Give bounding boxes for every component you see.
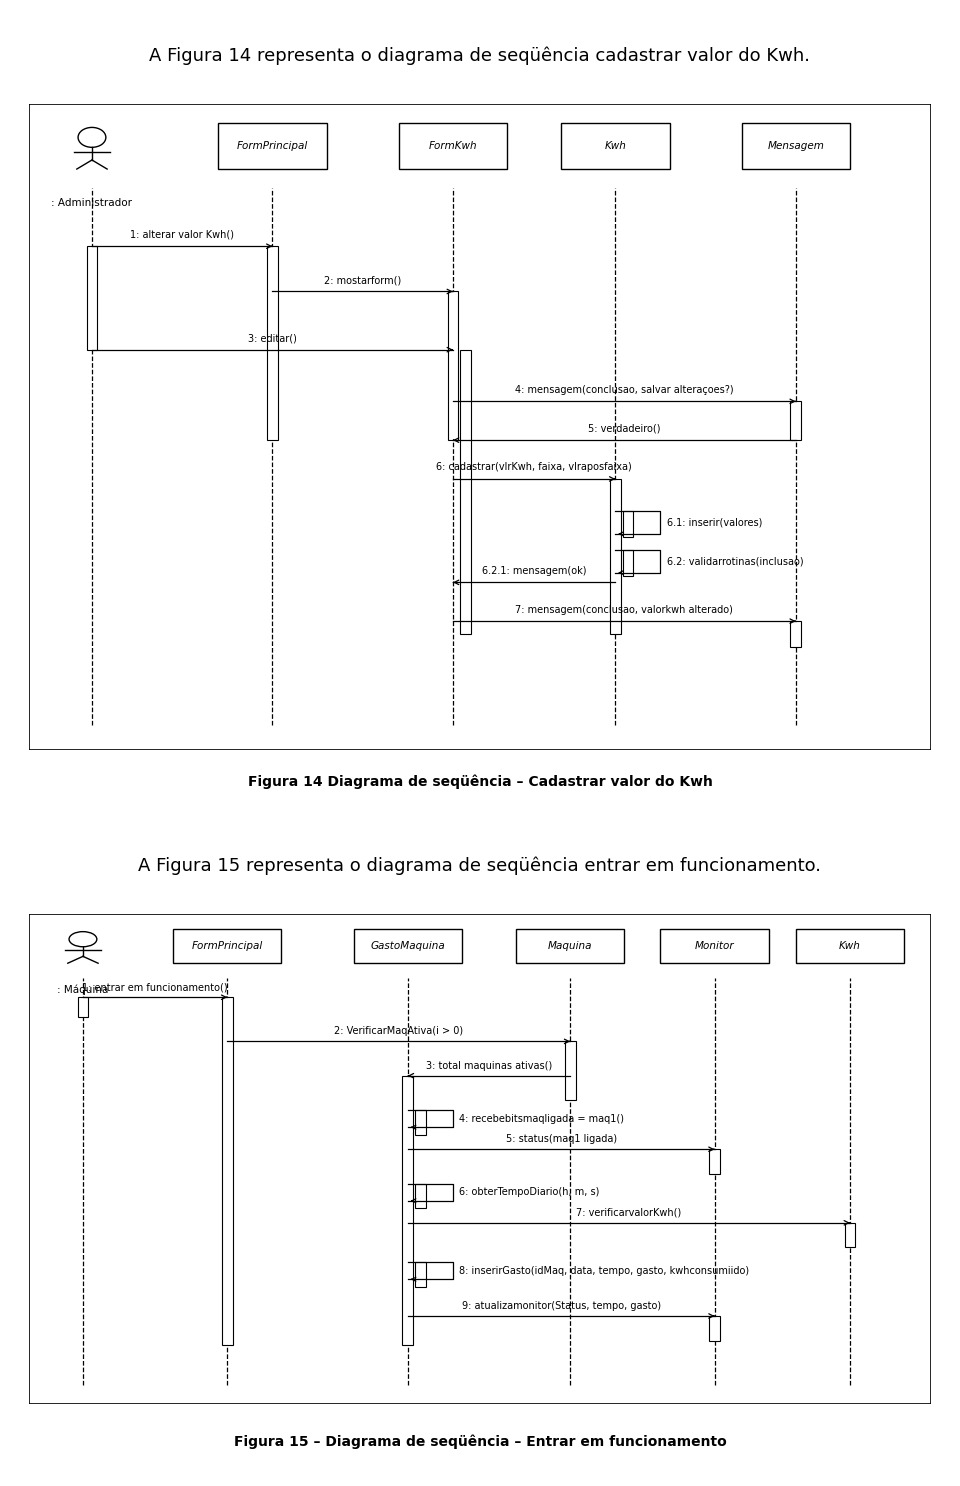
Text: Kwh: Kwh [839, 941, 861, 951]
Bar [796, 929, 904, 963]
Bar [709, 1149, 720, 1174]
Bar [222, 997, 232, 1345]
Text: 6.2.1: mensagem(ok): 6.2.1: mensagem(ok) [482, 566, 587, 577]
Text: A Figura 14 representa o diagrama de seqüência cadastrar valor do Kwh.: A Figura 14 representa o diagrama de seq… [150, 46, 810, 65]
Text: 5: status(maq1 ligada): 5: status(maq1 ligada) [506, 1134, 616, 1144]
Bar [610, 478, 621, 635]
Bar [660, 929, 769, 963]
Bar [78, 997, 88, 1016]
Bar [415, 1183, 426, 1208]
Text: 7: mensagem(conclusao, valorkwh alterado): 7: mensagem(conclusao, valorkwh alterado… [516, 605, 733, 615]
Bar [845, 1223, 855, 1247]
Bar [415, 1110, 426, 1135]
Bar [447, 291, 458, 440]
Bar [218, 123, 326, 169]
Bar [267, 247, 277, 440]
Bar [402, 1076, 413, 1345]
Bar [460, 349, 471, 635]
Bar [516, 929, 624, 963]
Bar [742, 123, 850, 169]
Text: 2: mostarform(): 2: mostarform() [324, 275, 401, 285]
Bar [415, 1262, 426, 1287]
Text: Kwh: Kwh [605, 141, 626, 152]
Text: Monitor: Monitor [695, 941, 734, 951]
Text: 4: mensagem(conclusao, salvar alteraçoes?): 4: mensagem(conclusao, salvar alteraçoes… [516, 385, 733, 395]
Text: FormPrincipal: FormPrincipal [192, 941, 263, 951]
Text: FormKwh: FormKwh [428, 141, 477, 152]
Bar [353, 929, 462, 963]
Text: 1: alterar valor Kwh(): 1: alterar valor Kwh() [131, 230, 234, 239]
Text: 6.2: validarrotinas(inclusao): 6.2: validarrotinas(inclusao) [667, 556, 804, 566]
Text: 9: atualizamonitor(Status, tempo, gasto): 9: atualizamonitor(Status, tempo, gasto) [462, 1302, 660, 1311]
Text: 6: cadastrar(vlrKwh, faixa, vlraposfaixa): 6: cadastrar(vlrKwh, faixa, vlraposfaixa… [436, 462, 632, 473]
Bar [562, 123, 669, 169]
Text: 5: verdadeiro(): 5: verdadeiro() [588, 424, 660, 434]
Text: Maquina: Maquina [548, 941, 592, 951]
Text: Mensagem: Mensagem [767, 141, 825, 152]
Text: 3: total maquinas ativas(): 3: total maquinas ativas() [426, 1061, 552, 1071]
Text: 6.1: inserir(valores): 6.1: inserir(valores) [667, 517, 762, 528]
Text: : Máquina: : Máquina [58, 985, 108, 996]
Text: 1: entrar em funcionamento(): 1: entrar em funcionamento() [83, 982, 228, 993]
Bar [173, 929, 281, 963]
Text: 6: obterTempoDiario(h, m, s): 6: obterTempoDiario(h, m, s) [459, 1187, 600, 1198]
Text: 7: verificarvalorKwh(): 7: verificarvalorKwh() [576, 1208, 682, 1219]
Text: : Administrador: : Administrador [52, 198, 132, 208]
Bar [623, 550, 634, 577]
Text: Figura 14 Diagrama de seqüência – Cadastrar valor do Kwh: Figura 14 Diagrama de seqüência – Cadast… [248, 774, 712, 789]
Text: 4: recebebitsmaqligada = maq1(): 4: recebebitsmaqligada = maq1() [459, 1113, 624, 1123]
Bar [790, 621, 802, 646]
Text: FormPrincipal: FormPrincipal [237, 141, 308, 152]
Text: 3: editar(): 3: editar() [248, 333, 297, 343]
Text: 2: VerificarMaqAtiva(i > 0): 2: VerificarMaqAtiva(i > 0) [334, 1027, 464, 1037]
Bar [709, 1317, 720, 1340]
Bar [398, 123, 507, 169]
Bar [86, 247, 97, 349]
Text: GastoMaquina: GastoMaquina [371, 941, 445, 951]
Bar [790, 401, 802, 440]
Bar [564, 1042, 576, 1100]
Text: A Figura 15 representa o diagrama de seqüência entrar em funcionamento.: A Figura 15 representa o diagrama de seq… [138, 856, 822, 875]
Text: Figura 15 – Diagrama de seqüência – Entrar em funcionamento: Figura 15 – Diagrama de seqüência – Entr… [233, 1434, 727, 1449]
Text: 8: inserirGasto(idMaq, data, tempo, gasto, kwhconsumiido): 8: inserirGasto(idMaq, data, tempo, gast… [459, 1266, 750, 1275]
Bar [623, 511, 634, 536]
